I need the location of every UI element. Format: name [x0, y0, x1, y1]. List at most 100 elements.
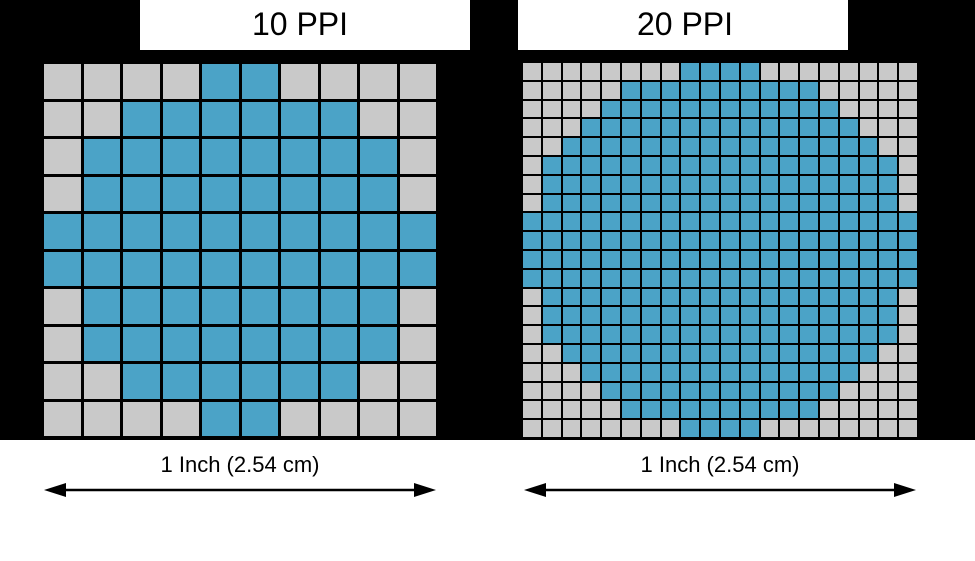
- pixel-cell: [840, 251, 858, 268]
- pixel-cell: [860, 119, 878, 136]
- pixel-cell: [701, 345, 719, 362]
- pixel-cell: [681, 138, 699, 155]
- pixel-cell: [721, 270, 739, 287]
- pixel-cell: [701, 63, 719, 80]
- pixel-cell: [899, 307, 917, 324]
- pixel-cell: [840, 195, 858, 212]
- pixel-cell: [622, 101, 640, 118]
- pixel-cell: [543, 270, 561, 287]
- pixel-cell: [840, 401, 858, 418]
- pixel-cell: [602, 176, 620, 193]
- pixel-cell: [642, 251, 660, 268]
- pixel-cell: [242, 327, 279, 362]
- pixel-cell: [662, 345, 680, 362]
- pixel-cell: [543, 195, 561, 212]
- pixel-cell: [543, 251, 561, 268]
- pixel-cell: [321, 289, 358, 324]
- pixel-cell: [523, 176, 541, 193]
- pixel-cell: [123, 177, 160, 212]
- pixel-cell: [662, 364, 680, 381]
- pixel-cell: [622, 213, 640, 230]
- pixel-cell: [761, 213, 779, 230]
- pixel-cell: [879, 232, 897, 249]
- pixel-cell: [563, 289, 581, 306]
- pixel-cell: [602, 326, 620, 343]
- pixel-cell: [820, 420, 838, 437]
- pixel-cell: [800, 176, 818, 193]
- pixel-cell: [281, 364, 318, 399]
- pixel-cell: [84, 214, 121, 249]
- pixel-cell: [840, 82, 858, 99]
- pixel-cell: [761, 176, 779, 193]
- pixel-cell: [582, 364, 600, 381]
- pixel-cell: [123, 289, 160, 324]
- pixel-cell: [879, 364, 897, 381]
- pixel-cell: [840, 63, 858, 80]
- pixel-cell: [602, 82, 620, 99]
- pixel-cell: [360, 139, 397, 174]
- pixel-cell: [800, 251, 818, 268]
- pixel-cell: [800, 195, 818, 212]
- pixel-cell: [701, 213, 719, 230]
- pixel-cell: [899, 364, 917, 381]
- pixel-cell: [602, 195, 620, 212]
- pixel-cell: [563, 307, 581, 324]
- pixel-cell: [780, 119, 798, 136]
- pixel-cell: [761, 195, 779, 212]
- pixel-cell: [761, 307, 779, 324]
- panel-title-right: 20 PPI: [555, 6, 815, 43]
- pixel-cell: [879, 326, 897, 343]
- pixel-cell: [543, 326, 561, 343]
- pixel-cell: [662, 383, 680, 400]
- pixel-cell: [84, 177, 121, 212]
- pixel-cell: [899, 420, 917, 437]
- pixel-cell: [202, 177, 239, 212]
- pixel-cell: [662, 138, 680, 155]
- pixel-cell: [840, 119, 858, 136]
- pixel-cell: [523, 82, 541, 99]
- pixel-cell: [879, 307, 897, 324]
- pixel-cell: [741, 420, 759, 437]
- pixel-cell: [840, 364, 858, 381]
- pixel-cell: [523, 213, 541, 230]
- pixel-cell: [281, 402, 318, 437]
- pixel-cell: [400, 102, 437, 137]
- pixel-cell: [202, 139, 239, 174]
- pixel-cell: [44, 177, 81, 212]
- pixel-cell: [681, 307, 699, 324]
- pixel-cell: [780, 420, 798, 437]
- pixel-cell: [860, 270, 878, 287]
- pixel-cell: [582, 63, 600, 80]
- pixel-cell: [582, 420, 600, 437]
- pixel-cell: [820, 82, 838, 99]
- pixel-cell: [622, 119, 640, 136]
- pixel-cell: [741, 213, 759, 230]
- pixel-cell: [622, 63, 640, 80]
- pixel-cell: [44, 289, 81, 324]
- pixel-cell: [681, 157, 699, 174]
- pixel-cell: [820, 176, 838, 193]
- pixel-cell: [622, 157, 640, 174]
- pixel-cell: [860, 157, 878, 174]
- pixel-cell: [761, 101, 779, 118]
- pixel-cell: [44, 252, 81, 287]
- pixel-cell: [360, 327, 397, 362]
- pixel-cell: [840, 138, 858, 155]
- pixel-cell: [400, 289, 437, 324]
- pixel-cell: [681, 119, 699, 136]
- pixel-cell: [543, 157, 561, 174]
- pixel-cell: [642, 101, 660, 118]
- pixel-cell: [360, 177, 397, 212]
- pixel-cell: [800, 326, 818, 343]
- pixel-cell: [622, 176, 640, 193]
- dimension-arrow-right: [524, 475, 916, 505]
- pixel-cell: [642, 82, 660, 99]
- grid-inner: [44, 64, 436, 436]
- pixel-cell: [163, 402, 200, 437]
- pixel-cell: [582, 101, 600, 118]
- pixel-cell: [879, 157, 897, 174]
- pixel-cell: [602, 157, 620, 174]
- pixel-cell: [582, 195, 600, 212]
- pixel-cell: [523, 345, 541, 362]
- pixel-cell: [523, 195, 541, 212]
